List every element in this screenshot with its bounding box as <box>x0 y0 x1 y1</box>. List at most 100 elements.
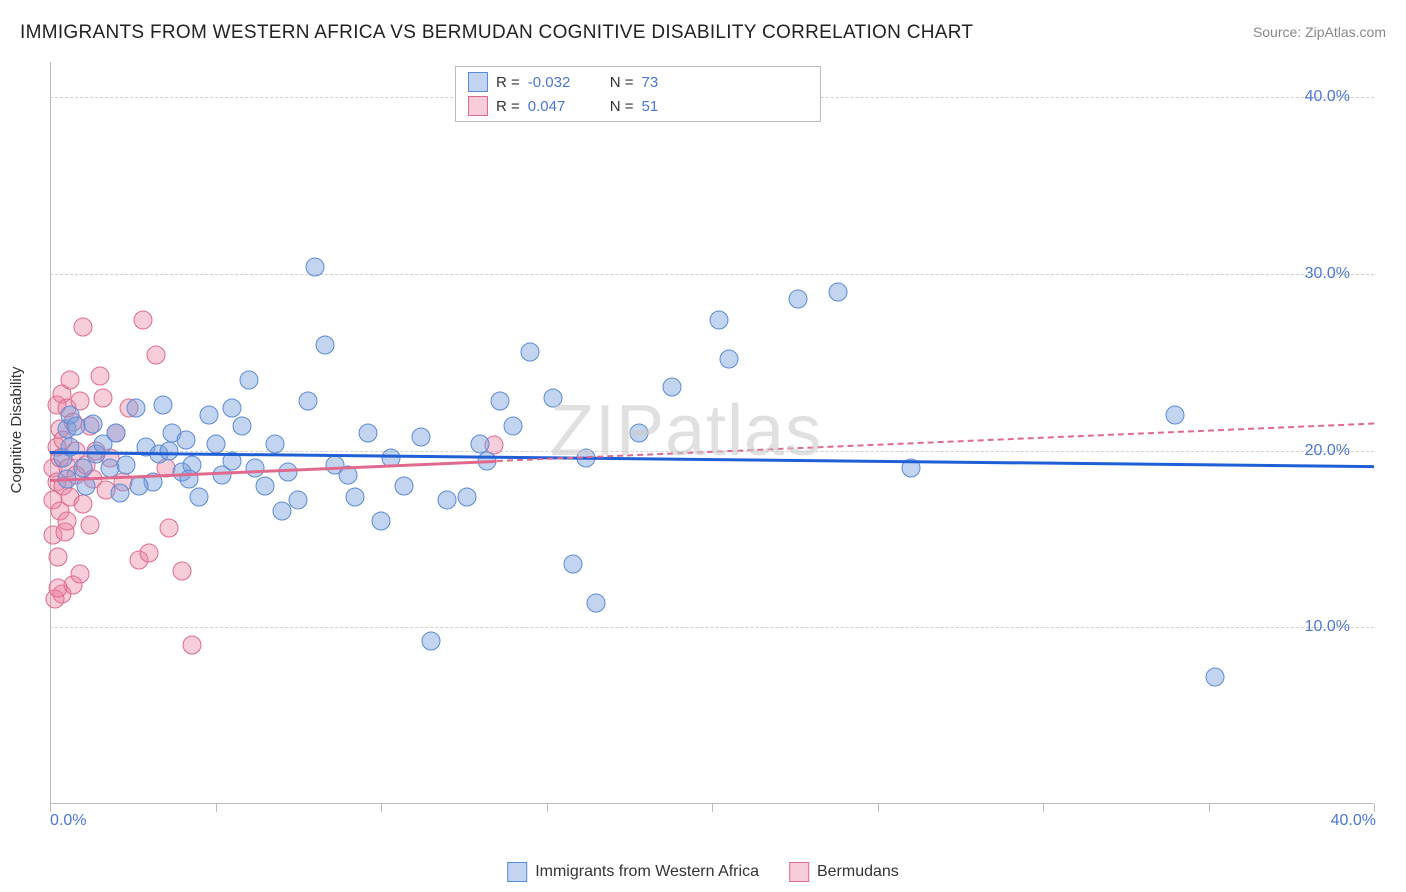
legend-label-b: Bermudans <box>817 863 899 881</box>
x-axis-min-label: 0.0% <box>50 812 86 830</box>
data-point-a <box>1206 667 1225 686</box>
r-value-b: 0.047 <box>528 98 578 115</box>
data-point-b <box>49 547 68 566</box>
legend-stats-row-b: R = 0.047 N = 51 <box>468 96 808 116</box>
n-label-a: N = <box>610 74 634 91</box>
x-tick <box>878 804 879 812</box>
data-point-a <box>223 399 242 418</box>
data-point-a <box>266 434 285 453</box>
data-point-a <box>358 424 377 443</box>
data-point-a <box>130 477 149 496</box>
x-tick <box>381 804 382 812</box>
data-point-a <box>107 424 126 443</box>
data-point-a <box>411 427 430 446</box>
data-point-b <box>80 515 99 534</box>
y-axis-label: Cognitive Disability <box>8 367 25 494</box>
data-point-a <box>421 632 440 651</box>
data-point-a <box>153 395 172 414</box>
data-point-a <box>345 487 364 506</box>
data-point-a <box>256 477 275 496</box>
legend-item-a: Immigrants from Western Africa <box>507 862 759 882</box>
data-point-a <box>117 455 136 474</box>
data-point-a <box>127 399 146 418</box>
data-point-b <box>133 310 152 329</box>
data-point-b <box>90 367 109 386</box>
data-point-a <box>189 487 208 506</box>
data-point-a <box>663 378 682 397</box>
legend-label-a: Immigrants from Western Africa <box>535 863 759 881</box>
data-point-a <box>176 431 195 450</box>
x-tick <box>50 804 51 812</box>
n-label-b: N = <box>610 98 634 115</box>
data-point-b <box>70 565 89 584</box>
data-point-a <box>239 371 258 390</box>
data-point-b <box>140 544 159 563</box>
data-point-a <box>315 335 334 354</box>
source-value: ZipAtlas.com <box>1305 24 1386 40</box>
data-point-a <box>305 257 324 276</box>
source-prefix: Source: <box>1253 24 1305 40</box>
data-point-a <box>544 388 563 407</box>
r-value-a: -0.032 <box>528 74 578 91</box>
x-tick <box>1043 804 1044 812</box>
source-label: Source: ZipAtlas.com <box>1253 24 1386 40</box>
data-point-a <box>719 349 738 368</box>
data-point-a <box>272 501 291 520</box>
swatch-b-bottom <box>789 862 809 882</box>
data-point-b <box>183 636 202 655</box>
data-point-b <box>93 388 112 407</box>
data-point-b <box>49 579 68 598</box>
data-point-b <box>57 512 76 531</box>
r-label-a: R = <box>496 74 520 91</box>
chart-title: IMMIGRANTS FROM WESTERN AFRICA VS BERMUD… <box>20 22 973 43</box>
y-tick-label: 20.0% <box>1305 442 1350 460</box>
data-point-a <box>372 512 391 531</box>
data-point-a <box>491 392 510 411</box>
data-point-a <box>471 434 490 453</box>
data-point-a <box>709 310 728 329</box>
r-label-b: R = <box>496 98 520 115</box>
data-point-b <box>173 561 192 580</box>
swatch-series-b <box>468 96 488 116</box>
data-point-a <box>232 416 251 435</box>
swatch-series-a <box>468 72 488 92</box>
data-point-a <box>458 487 477 506</box>
data-point-a <box>1166 406 1185 425</box>
trend-line-extrapolated <box>497 422 1374 461</box>
x-tick <box>216 804 217 812</box>
data-point-a <box>395 477 414 496</box>
data-point-b <box>60 371 79 390</box>
data-point-a <box>110 484 129 503</box>
data-point-b <box>146 346 165 365</box>
data-point-a <box>279 462 298 481</box>
gridline-h <box>50 274 1374 275</box>
y-tick-label: 10.0% <box>1305 618 1350 636</box>
plot-area: 10.0%20.0%30.0%40.0% <box>50 62 1374 804</box>
legend-stats-box: R = -0.032 N = 73 R = 0.047 N = 51 <box>455 66 821 122</box>
legend-bottom: Immigrants from Western Africa Bermudans <box>507 862 899 882</box>
legend-stats-row-a: R = -0.032 N = 73 <box>468 72 808 92</box>
x-tick <box>547 804 548 812</box>
data-point-a <box>206 434 225 453</box>
data-point-a <box>289 491 308 510</box>
data-point-a <box>438 491 457 510</box>
data-point-b <box>74 494 93 513</box>
data-point-a <box>587 593 606 612</box>
data-point-a <box>246 459 265 478</box>
y-tick-label: 40.0% <box>1305 88 1350 106</box>
x-tick <box>712 804 713 812</box>
data-point-a <box>84 415 103 434</box>
data-point-a <box>199 406 218 425</box>
data-point-b <box>74 318 93 337</box>
n-value-b: 51 <box>642 98 692 115</box>
data-point-a <box>504 416 523 435</box>
swatch-a-bottom <box>507 862 527 882</box>
legend-item-b: Bermudans <box>789 862 899 882</box>
data-point-a <box>299 392 318 411</box>
data-point-a <box>630 424 649 443</box>
gridline-h <box>50 627 1374 628</box>
data-point-a <box>563 554 582 573</box>
data-point-b <box>160 519 179 538</box>
data-point-a <box>160 441 179 460</box>
data-point-a <box>789 289 808 308</box>
